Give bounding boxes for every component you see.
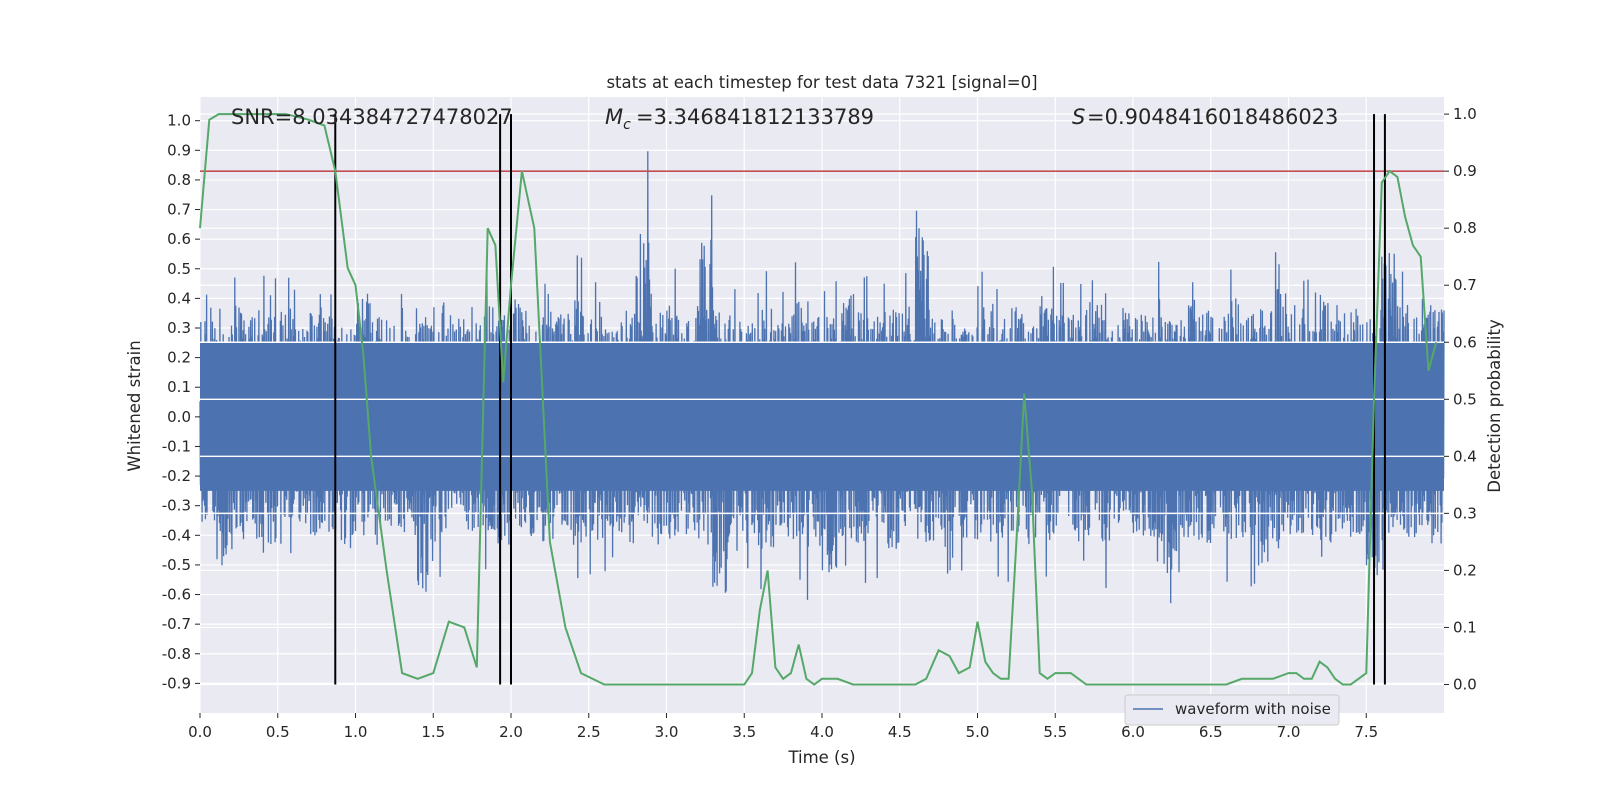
left-tick-labels: 1.0 0.9 0.8 0.7 0.6 0.5 0.4 0.3 0.2 0.1 0.0 -0.1 -0.… [162, 112, 200, 692]
x-tick-label: 2.0 [499, 723, 523, 741]
y-tick-label: 1.0 [167, 112, 191, 130]
y-tick-label: 0.2 [167, 349, 191, 367]
y-right-tick-label: 0.0 [1453, 675, 1477, 693]
y-tick-label: 0.5 [167, 260, 191, 278]
legend-entry: waveform with noise [1175, 700, 1331, 718]
svg-text:=0.9048416018486023: =0.9048416018486023 [1087, 105, 1338, 129]
y-tick-label: -0.8 [162, 645, 191, 663]
x-tick-label: 3.0 [655, 723, 679, 741]
y-right-tick-label: 0.8 [1453, 219, 1477, 237]
y-tick-label: 0.0 [167, 408, 191, 426]
chart-title: stats at each timestep for test data 732… [606, 73, 1037, 92]
x-tick-label: 3.5 [732, 723, 756, 741]
strain-series [199, 151, 1445, 604]
x-tick-label: 7.5 [1354, 723, 1378, 741]
y-tick-label: -0.1 [162, 437, 191, 455]
y-right-tick-label: 0.7 [1453, 276, 1477, 294]
x-tick-label: 7.0 [1277, 723, 1301, 741]
s-annotation: S =0.9048416018486023 [1072, 105, 1338, 129]
y-right-tick-label: 0.1 [1453, 618, 1477, 636]
y-tick-label: 0.4 [167, 289, 191, 307]
x-tick-label: 6.5 [1199, 723, 1223, 741]
y-tick-label: 0.9 [167, 141, 191, 159]
y-axis-label-right: Detection probability [1485, 319, 1504, 493]
probability-series [199, 113, 1438, 686]
probability-line [199, 113, 1438, 686]
svg-text:S: S [1072, 105, 1085, 129]
snr-annotation: SNR=8.034384727478027 [231, 105, 513, 129]
legend-box [1124, 694, 1340, 726]
x-tick-label: 1.5 [421, 723, 445, 741]
y-tick-label: -0.4 [162, 526, 191, 544]
x-tick-label: 2.5 [577, 723, 601, 741]
strain-core [200, 342, 1444, 491]
x-tick-labels: 0.0 0.5 1.0 1.5 2.0 2.5 3.0 3.5 4.0 4.5 5.0 5.5 6.0 6… [188, 713, 1378, 741]
y-tick-label: -0.7 [162, 615, 191, 633]
y-tick-label: -0.9 [162, 674, 191, 692]
x-tick-label: 5.0 [966, 723, 990, 741]
event-lines [334, 114, 1386, 685]
x-tick-label: 4.5 [888, 723, 912, 741]
y-tick-label: -0.2 [162, 467, 191, 485]
y-tick-label: -0.6 [162, 586, 191, 604]
y-right-tick-label: 0.4 [1453, 447, 1477, 465]
y-right-tick-label: 0.2 [1453, 561, 1477, 579]
x-tick-label: 0.0 [188, 723, 212, 741]
y-right-tick-label: 0.3 [1453, 504, 1477, 522]
svg-text:=3.346841812133789: =3.346841812133789 [636, 105, 874, 129]
x-tick-label: 5.5 [1043, 723, 1067, 741]
y-tick-label: 0.1 [167, 378, 191, 396]
y-right-tick-label: 0.6 [1453, 333, 1477, 351]
y-tick-label: -0.5 [162, 556, 191, 574]
y-tick-label: 0.6 [167, 230, 191, 248]
mc-annotation: Mc =3.346841812133789 [605, 105, 874, 133]
y-axis-label: Whitened strain [125, 340, 144, 471]
x-tick-label: 4.0 [810, 723, 834, 741]
y-tick-label: 0.8 [167, 171, 191, 189]
y-right-tick-label: 0.9 [1453, 162, 1477, 180]
x-tick-label: 0.5 [266, 723, 290, 741]
right-tick-labels: 1.0 0.9 0.8 0.7 0.6 0.5 0.4 0.3 0.2 0.1 0.0 [1444, 105, 1477, 693]
legend: waveform with noise [1124, 694, 1340, 726]
x-axis-label: Time (s) [787, 748, 855, 767]
x-tick-label: 1.0 [344, 723, 368, 741]
y-tick-label: 0.7 [167, 201, 191, 219]
y-right-tick-label: 0.5 [1453, 390, 1477, 408]
y-tick-label: 0.3 [167, 319, 191, 337]
x-tick-label: 6.0 [1121, 723, 1145, 741]
y-right-tick-label: 1.0 [1453, 105, 1477, 123]
y-tick-label: -0.3 [162, 497, 191, 515]
